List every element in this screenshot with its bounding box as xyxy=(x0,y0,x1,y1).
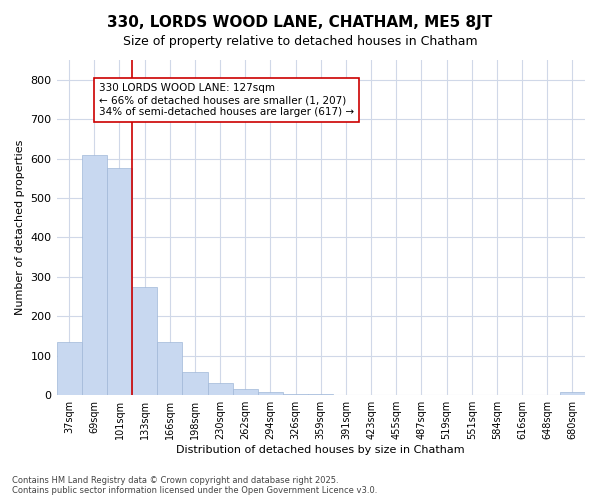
Bar xyxy=(132,287,157,395)
Bar xyxy=(157,342,182,395)
Y-axis label: Number of detached properties: Number of detached properties xyxy=(15,140,25,316)
Bar xyxy=(208,384,233,395)
Bar xyxy=(82,154,107,395)
X-axis label: Distribution of detached houses by size in Chatham: Distribution of detached houses by size … xyxy=(176,445,465,455)
Bar xyxy=(560,392,585,395)
Bar xyxy=(56,342,82,395)
Bar xyxy=(233,390,258,395)
Text: Contains HM Land Registry data © Crown copyright and database right 2025.
Contai: Contains HM Land Registry data © Crown c… xyxy=(12,476,377,495)
Text: 330, LORDS WOOD LANE, CHATHAM, ME5 8JT: 330, LORDS WOOD LANE, CHATHAM, ME5 8JT xyxy=(107,15,493,30)
Bar xyxy=(182,372,208,395)
Bar xyxy=(258,392,283,395)
Bar xyxy=(107,168,132,395)
Bar xyxy=(308,394,334,395)
Text: 330 LORDS WOOD LANE: 127sqm
← 66% of detached houses are smaller (1, 207)
34% of: 330 LORDS WOOD LANE: 127sqm ← 66% of det… xyxy=(99,84,354,116)
Text: Size of property relative to detached houses in Chatham: Size of property relative to detached ho… xyxy=(122,35,478,48)
Bar xyxy=(283,394,308,395)
